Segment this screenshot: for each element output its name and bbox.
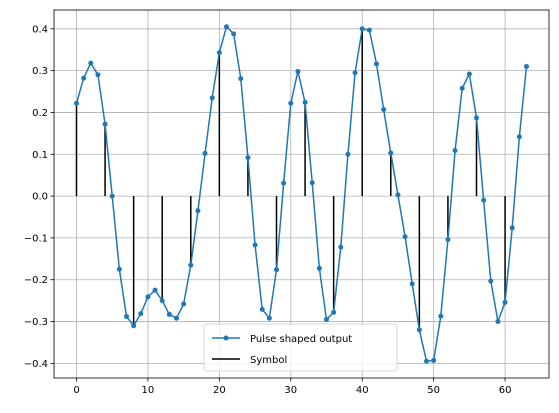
pulse-output-point [81, 75, 87, 81]
pulse-output-point [495, 319, 501, 325]
pulse-output-point [524, 63, 529, 69]
pulse-output-point [481, 197, 487, 203]
pulse-output-point [259, 306, 265, 312]
pulse-output-point [202, 150, 208, 156]
pulse-output-point [516, 134, 522, 140]
pulse-output-point [345, 151, 351, 157]
pulse-output-point [395, 192, 401, 198]
pulse-output-point [74, 100, 79, 106]
x-tick-label: 30 [284, 385, 297, 396]
pulse-output-point [331, 309, 337, 315]
y-tick-label: −0.3 [24, 317, 48, 328]
x-tick-label: 0 [73, 385, 79, 396]
pulse-output-point [509, 225, 515, 231]
pulse-shaped-output-line [75, 25, 528, 363]
pulse-output-point [174, 315, 179, 321]
pulse-output-point [109, 193, 115, 199]
y-tick-label: 0.2 [32, 108, 48, 119]
pulse-output-point [288, 100, 294, 106]
pulse-output-point [266, 315, 272, 321]
y-tick-label: 0.3 [32, 66, 48, 77]
pulse-output-point [88, 60, 94, 66]
legend-label-symbol: Symbol [250, 355, 287, 366]
y-tick-label: 0.0 [32, 192, 48, 203]
pulse-output-point [116, 266, 122, 272]
pulse-output-point [252, 242, 258, 248]
symbol-stems [75, 28, 506, 330]
x-tick-label: 60 [499, 385, 512, 396]
pulse-output-point [302, 99, 308, 105]
pulse-output-point [445, 237, 451, 243]
pulse-output-point [424, 358, 429, 364]
legend-marker-swatch [223, 335, 229, 341]
pulse-output-point [381, 107, 387, 113]
pulse-output-point [409, 281, 415, 287]
pulse-output-point [338, 244, 344, 250]
pulse-output-point [466, 71, 472, 77]
pulse-output-point [359, 26, 365, 32]
pulse-output-point [181, 301, 187, 307]
pulse-output-point [352, 70, 358, 76]
pulse-output-point [195, 208, 201, 214]
pulse-output-point [402, 234, 408, 240]
pulse-output-point [388, 150, 394, 156]
plot-area-frame [53, 9, 550, 379]
pulse-output-point [316, 265, 322, 271]
pulse-output-point [452, 148, 458, 154]
pulse-output-point [488, 278, 494, 284]
pulse-output-point [438, 313, 444, 319]
pulse-output-point [416, 327, 422, 333]
pulse-output-point [145, 294, 151, 300]
pulse-output-point [209, 95, 215, 101]
pulse-output-point [502, 299, 508, 305]
plot-area-background [54, 10, 549, 378]
y-tick-label: −0.4 [24, 359, 48, 370]
pulse-output-point [366, 27, 372, 33]
pulse-output-point [159, 298, 165, 304]
x-tick-label: 20 [213, 385, 226, 396]
pulse-output-point [131, 323, 137, 329]
pulse-output-point [324, 316, 329, 322]
pulse-output-point [152, 287, 158, 293]
pulse-output-point [245, 155, 251, 161]
pulse-output-point [295, 68, 301, 74]
legend-box [203, 323, 398, 372]
pulse-output-point [309, 180, 315, 186]
pulse-output-point [238, 76, 244, 82]
pulse-output-point [274, 267, 279, 273]
pulse-output-point [431, 357, 437, 363]
legend: Pulse shaped output Symbol [203, 323, 398, 372]
pulse-output-point [188, 262, 194, 268]
pulse-output-point [224, 24, 229, 30]
pulse-output-point [281, 180, 287, 186]
legend-label-pulse: Pulse shaped output [250, 334, 352, 345]
pulse-output-point [474, 115, 479, 121]
x-tick-label: 40 [356, 385, 369, 396]
y-tick-label: 0.4 [32, 24, 48, 35]
pulse-output-point [138, 311, 144, 317]
pulse-output-point [216, 50, 222, 56]
axis-ticks: 0 10 20 30 40 50 60 −0.4 −0.3 −0.2 −0.1 0.0 0.1 0.2 0.… [24, 24, 512, 396]
pulse-output-point [124, 314, 129, 320]
pulse-output-point [102, 121, 108, 127]
x-tick-label: 10 [142, 385, 155, 396]
pulse-output-point [231, 31, 237, 37]
pulse-output-point [374, 61, 379, 67]
pulse-shaped-output-series [74, 24, 529, 364]
x-tick-label: 50 [427, 385, 440, 396]
y-tick-label: −0.1 [24, 233, 48, 244]
y-tick-label: 0.1 [32, 150, 48, 161]
pulse-output-point [166, 311, 172, 317]
pulse-output-point [459, 85, 465, 91]
y-tick-label: −0.2 [24, 275, 48, 286]
pulse-output-point [95, 72, 101, 78]
